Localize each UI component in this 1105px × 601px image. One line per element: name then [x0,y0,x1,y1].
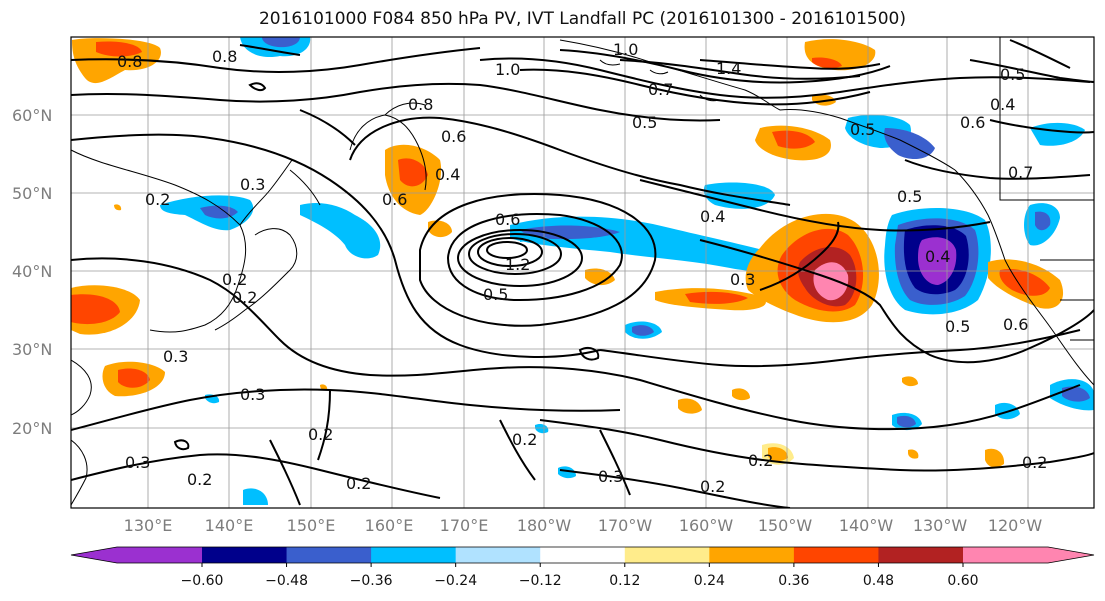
contour-label: 0.8 [117,52,142,71]
pv-anomaly-fill [71,37,1094,505]
colorbar-segment [793,547,879,563]
colorbar-tick-label: −0.48 [265,573,308,589]
latitude-label: 40°N [12,262,52,281]
contour-label: 1.0 [613,40,638,59]
contour-label: 1.2 [505,255,530,274]
contour-label: 0.2 [512,430,537,449]
contour-label: 0.4 [700,207,725,226]
colorbar-segment [963,547,1094,563]
colorbar-tick-label: 0.12 [609,573,640,589]
colorbar-segment [455,547,541,563]
colorbar-tick-label: −0.24 [434,573,477,589]
longitude-label: 130°E [124,516,173,535]
longitude-label: 140°W [839,516,894,535]
contour-label: 1.0 [495,60,520,79]
contour-labels: 0.8 0.8 1.0 1.0 1.4 0.7 0.8 0.5 0.6 0.5 … [117,40,1047,496]
longitude-label: 150°W [758,516,813,535]
contour-label: 1.4 [716,59,741,78]
longitude-label: 120°W [988,516,1043,535]
colorbar-segment [202,547,288,563]
colorbar-segment [540,547,626,563]
contour-label: 0.2 [748,451,773,470]
longitude-label: 140°E [205,516,254,535]
contour-label: 0.2 [187,470,212,489]
contour-label: 0.8 [408,95,433,114]
contour-label: 0.6 [441,127,466,146]
colorbar-tick-label: 0.60 [947,573,978,589]
colorbar-segment [878,547,964,563]
colorbar-tick-label: 0.36 [778,573,809,589]
contour-label: 0.3 [240,175,265,194]
longitude-label: 170°E [440,516,489,535]
pv-contours [71,39,1094,508]
contour-label: 0.5 [1000,65,1025,84]
longitude-label: 170°W [598,516,653,535]
colorbar: −0.60 −0.48 −0.36 −0.24 −0.12 0.12 0.24 0.36 0.4… [70,546,1095,589]
contour-label: 0.5 [850,120,875,139]
contour-label: 0.7 [1008,163,1033,182]
contour-label: 0.5 [632,113,657,132]
contour-label: 0.5 [945,317,970,336]
contour-label: 0.8 [212,47,237,66]
contour-label: 0.6 [382,190,407,209]
map-title: 2016101000 F084 850 hPa PV, IVT Landfall… [258,9,906,29]
latitude-label: 30°N [12,340,52,359]
contour-label: 0.3 [163,347,188,366]
contour-label: 0.3 [730,270,755,289]
contour-label: 0.6 [960,113,985,132]
contour-label: 0.2 [232,288,257,307]
colorbar-tick-label: 0.48 [863,573,894,589]
contour-label: 0.4 [435,165,460,184]
colorbar-segment [624,547,710,563]
longitude-label: 180°W [517,516,572,535]
contour-label: 0.2 [308,425,333,444]
contour-label: 0.6 [495,210,520,229]
contour-label: 0.6 [1003,315,1028,334]
contour-label: 0.4 [990,95,1015,114]
contour-label: 0.7 [648,80,673,99]
longitude-axis: 130°E 140°E 150°E 160°E 170°E 180°W 170°… [124,516,1043,535]
latitude-label: 60°N [12,106,52,125]
contour-label: 0.2 [346,474,371,493]
colorbar-segment [71,547,202,563]
contour-label: 0.3 [125,453,150,472]
colorbar-tick-label: −0.12 [519,573,562,589]
latitude-axis: 60°N 50°N 40°N 30°N 20°N [12,106,52,438]
contour-label: 0.5 [897,187,922,206]
longitude-label: 150°E [287,516,336,535]
contour-label: 0.2 [1022,453,1047,472]
contour-label: 0.5 [483,285,508,304]
map-frame [70,36,1095,509]
colorbar-tick-label: 0.24 [694,573,725,589]
longitude-label: 160°E [365,516,414,535]
colorbar-tick-label: −0.36 [350,573,393,589]
colorbar-tick-label: −0.60 [181,573,224,589]
colorbar-segment [371,547,457,563]
longitude-label: 130°W [913,516,968,535]
longitude-label: 160°W [679,516,734,535]
colorbar-segment [709,547,795,563]
colorbar-outline [70,546,1095,564]
contour-label: 0.3 [240,385,265,404]
grid-lines [71,37,1094,508]
latitude-label: 20°N [12,419,52,438]
contour-label: 0.3 [598,467,623,486]
contour-label: 0.2 [222,270,247,289]
contour-label: 0.4 [925,247,950,266]
latitude-label: 50°N [12,184,52,203]
colorbar-segment [286,547,372,563]
contour-label: 0.2 [145,190,170,209]
contour-label: 0.2 [700,477,725,496]
